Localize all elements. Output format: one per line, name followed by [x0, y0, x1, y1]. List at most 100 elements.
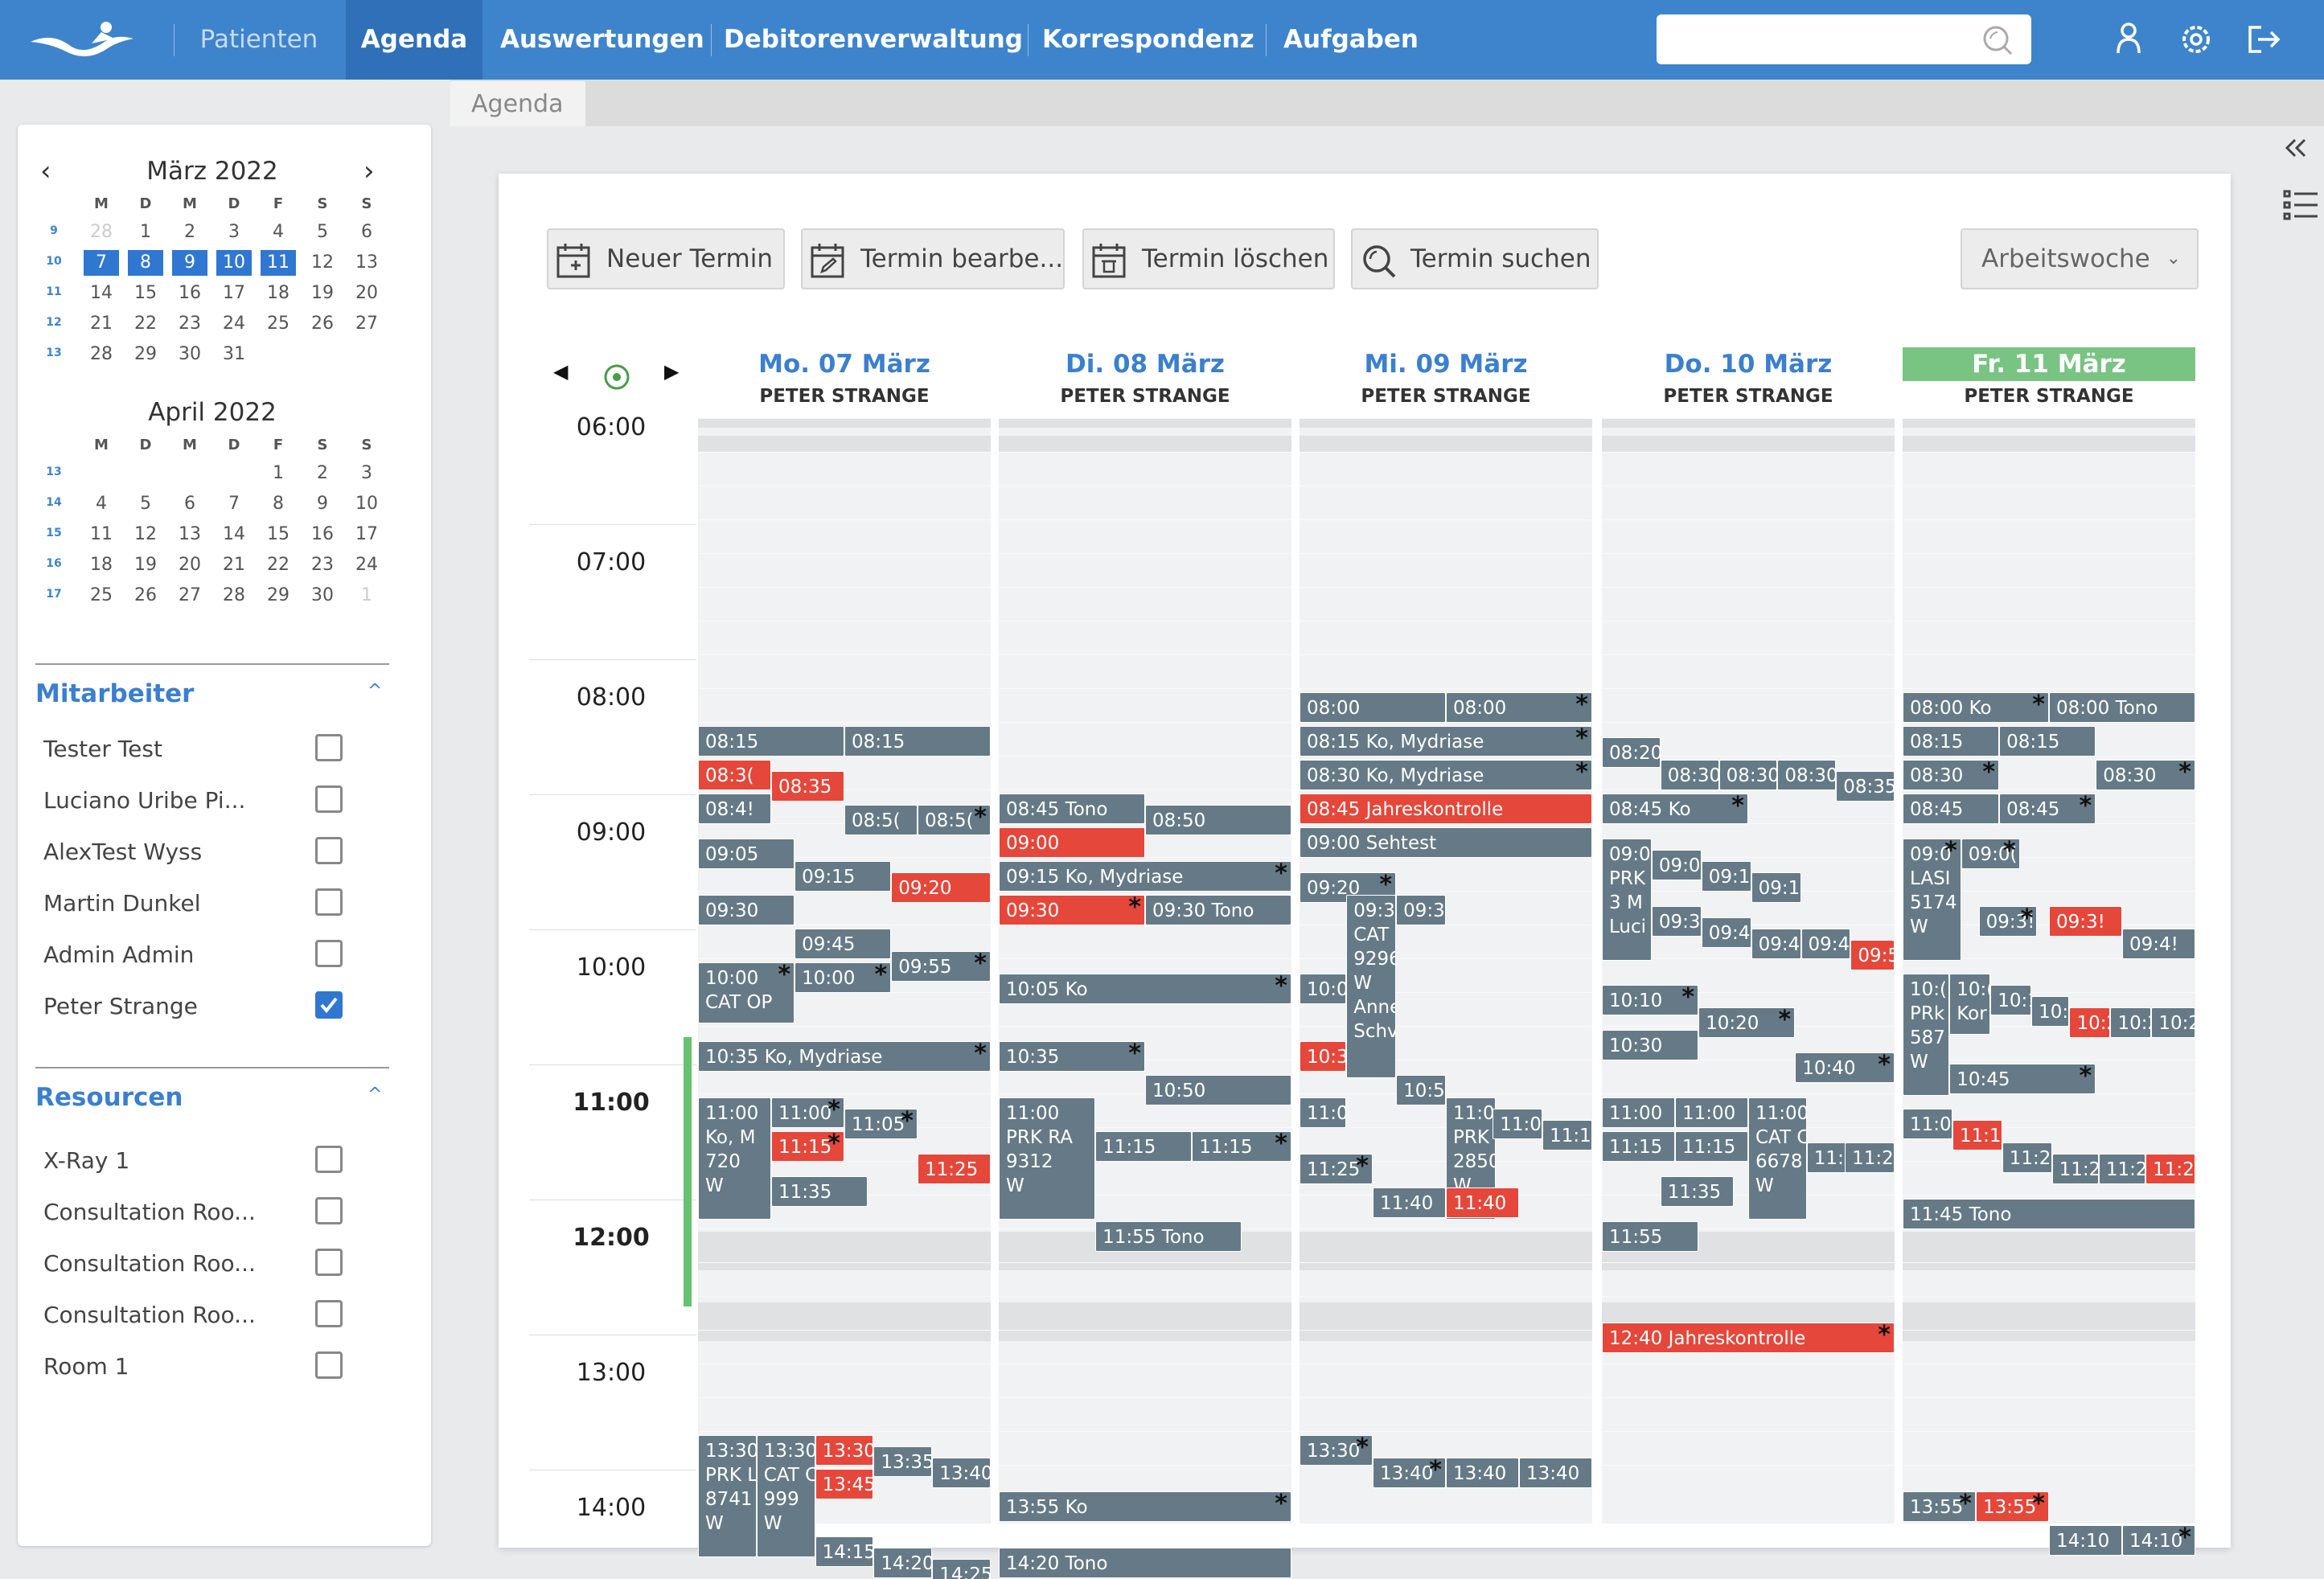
appointment[interactable]: 13:30 PRK L 8741 W [698, 1435, 757, 1557]
calendar-day[interactable]: 14 [223, 524, 245, 544]
list-view-icon[interactable] [2282, 187, 2319, 224]
appointment[interactable]: 11:55 Tono [1095, 1221, 1242, 1252]
appointment[interactable]: 11:45 Tono [1903, 1199, 2195, 1229]
appointment[interactable]: 11:25 [918, 1154, 991, 1184]
filter-checkbox[interactable] [315, 837, 343, 864]
appointment[interactable]: 11:00 CAT C 6678 W [1748, 1097, 1807, 1220]
appointment[interactable]: 09:4 [1751, 929, 1801, 959]
nav-debitorenverwaltung[interactable]: Debitorenverwaltung [724, 25, 1023, 54]
calendar-day[interactable]: 27 [355, 314, 378, 334]
appointment[interactable]: 08:45 * [1999, 794, 2096, 824]
calendar-day[interactable]: 3 [361, 463, 372, 483]
filter-checkbox[interactable] [315, 1300, 343, 1327]
new-appointment-button[interactable]: Neuer Termin [547, 228, 785, 289]
next-month-arrow[interactable]: › [363, 155, 375, 187]
appointment[interactable]: 09:3 [1396, 895, 1446, 925]
appointment[interactable]: 09:55 * [891, 951, 991, 982]
calendar-day[interactable]: 12 [311, 252, 334, 273]
calendar-day[interactable]: 17 [223, 283, 245, 303]
appointment[interactable]: 08:30 Ko, Mydriase * [1300, 760, 1592, 790]
calendar-day[interactable]: 28 [223, 585, 245, 605]
nav-patienten[interactable]: Patienten [199, 25, 318, 54]
appointment[interactable]: 09:20 [891, 872, 991, 903]
calendar-day[interactable] [216, 461, 252, 486]
appointment[interactable]: 11:00 PRK RA 9312 W [999, 1097, 1096, 1220]
appointment[interactable]: 11:15 * [1192, 1131, 1291, 1162]
appointment[interactable]: 08:45 Jahreskontrolle [1300, 794, 1592, 824]
calendar-day[interactable]: 14 [90, 283, 113, 303]
view-select[interactable]: Arbeitswoche ⌄ [1961, 228, 2199, 289]
appointment[interactable]: 11:25 * [1300, 1154, 1373, 1184]
appointment[interactable]: 13:55 * [1976, 1491, 2049, 1522]
appointment[interactable]: 08:30 * [2096, 760, 2195, 790]
appointment[interactable]: 09:00 [999, 827, 1145, 858]
appointment[interactable]: 09:0(* [1961, 839, 2020, 869]
calendar-day[interactable]: 9 [317, 494, 328, 514]
appointment[interactable]: 10:2 [2110, 1007, 2152, 1038]
calendar-day[interactable]: 11 [261, 250, 296, 276]
appointment[interactable]: 08:4! [698, 794, 771, 824]
calendar-day[interactable]: 10 [355, 494, 378, 514]
appointment[interactable]: 11:10 [1952, 1120, 2002, 1150]
appointment[interactable]: 09:05 [698, 839, 795, 869]
calendar-day[interactable]: 4 [273, 222, 284, 242]
appointment[interactable]: 11:00 [1675, 1097, 1748, 1128]
appointment[interactable]: 08:15 [844, 726, 991, 757]
day-header[interactable]: Do. 10 März [1664, 350, 1833, 379]
calendar-day[interactable]: 9 [172, 250, 207, 276]
calendar-day[interactable]: 1 [361, 585, 372, 605]
appointment[interactable]: 11:40 [1373, 1187, 1446, 1218]
calendar-day[interactable]: 24 [355, 555, 378, 575]
calendar-day[interactable]: 17 [355, 524, 378, 544]
calendar-day[interactable]: 13 [355, 252, 378, 273]
appointment[interactable]: 11:15 [1095, 1131, 1193, 1162]
appointment[interactable]: 10:10 * [1602, 985, 1699, 1015]
calendar-day[interactable]: 7 [228, 494, 240, 514]
appointment[interactable]: 09:4! [2122, 929, 2195, 959]
day-header[interactable]: Mo. 07 März [758, 350, 930, 379]
appointment[interactable]: 08:15 [698, 726, 844, 757]
appointment[interactable]: 09:3 CAT 9296 W Anne Schv [1346, 895, 1397, 1078]
appointment[interactable]: 14:10 * [2122, 1525, 2195, 1556]
appointment[interactable]: 14:20 [873, 1548, 933, 1578]
appointment[interactable]: 09:00 Sehtest [1300, 827, 1592, 858]
appointment[interactable]: 13:30 CAT C 999 W [756, 1435, 815, 1557]
appointment[interactable]: 11:20 [1806, 1142, 1851, 1173]
appointment[interactable]: 10:2 [2031, 996, 2070, 1027]
calendar-day[interactable]: 15 [267, 524, 289, 544]
calendar-day[interactable]: 23 [311, 555, 334, 575]
appointment[interactable]: 08:20 [1602, 737, 1661, 768]
chevron-up-icon[interactable]: ^ [367, 681, 383, 701]
calendar-day[interactable]: 28 [90, 344, 113, 364]
appointment[interactable]: 11:00 [1300, 1097, 1347, 1128]
appointment[interactable]: 10:1 [1990, 985, 2032, 1015]
search-input[interactable] [1657, 14, 2031, 64]
appointment[interactable]: 13:35 [873, 1446, 933, 1477]
appointment[interactable]: 08:35 [771, 771, 844, 802]
appointment[interactable]: 11:35 [1660, 1176, 1734, 1207]
calendar-day[interactable]: 8 [273, 494, 284, 514]
mermaid-logo-icon[interactable] [27, 14, 140, 63]
user-icon[interactable] [2108, 18, 2149, 61]
appointment[interactable]: 09:1( [1701, 861, 1751, 892]
appointment[interactable]: 09:0 [1651, 850, 1702, 880]
day-column[interactable] [999, 418, 1291, 1524]
calendar-day[interactable]: 21 [90, 314, 113, 334]
appointment[interactable]: 13:55 * [1903, 1491, 1976, 1522]
appointment[interactable]: 09:3! [2049, 906, 2122, 937]
appointment[interactable]: 09:3 [1651, 906, 1702, 937]
calendar-day[interactable] [84, 461, 119, 486]
calendar-day[interactable]: 12 [134, 524, 157, 544]
appointment[interactable]: 08:15 [1903, 726, 2000, 757]
appointment[interactable]: 08:00 [1300, 692, 1446, 723]
appointment[interactable]: 08:00 * [1446, 692, 1592, 723]
filter-checkbox[interactable] [315, 785, 343, 813]
appointment[interactable]: 08:3( [698, 760, 771, 790]
appointment[interactable]: 09:0 PRK 3 M Luci [1602, 839, 1652, 961]
calendar-day[interactable]: 16 [311, 524, 334, 544]
calendar-day[interactable]: 6 [184, 494, 195, 514]
appointment[interactable]: 13:45 [815, 1469, 874, 1499]
calendar-day[interactable] [349, 342, 384, 367]
appointment[interactable]: 14:20 Tono [999, 1548, 1291, 1578]
appointment[interactable]: 11:00 [1602, 1097, 1675, 1128]
